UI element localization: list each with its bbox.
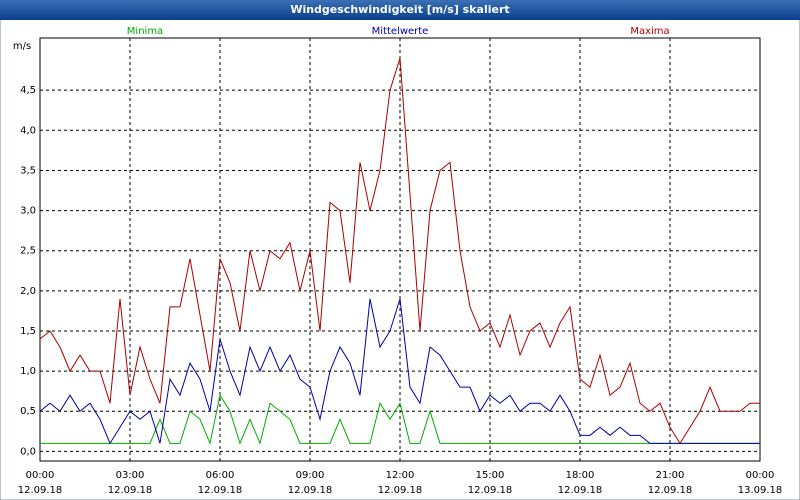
y-tick-label: 1,5	[20, 326, 36, 337]
legend-label: Maxima	[630, 26, 669, 37]
legend-label: Minima	[127, 26, 163, 37]
x-tick-label: 00:00	[746, 470, 775, 481]
x-tick-date: 12.09.18	[468, 485, 513, 496]
series-line	[39, 298, 760, 445]
y-tick-label: 2,5	[20, 246, 36, 257]
y-tick-label: 2,0	[20, 286, 36, 297]
x-tick-date: 12.09.18	[378, 485, 423, 496]
x-tick-date: 12.09.18	[198, 485, 243, 496]
x-tick-label: 09:00	[296, 470, 325, 481]
x-tick-label: 18:00	[566, 470, 595, 481]
y-tick-label: 3,0	[20, 206, 36, 217]
x-tick-date: 12.09.18	[288, 485, 333, 496]
y-tick-label: 4,5	[20, 85, 36, 96]
x-tick-date: 12.09.18	[108, 485, 153, 496]
y-tick-label: 0,0	[20, 446, 36, 457]
x-tick-date: 13.09.18	[738, 485, 783, 496]
x-tick-date: 12.09.18	[18, 485, 63, 496]
y-tick-label: 1,0	[20, 366, 36, 377]
y-tick-label: 4,0	[20, 125, 36, 136]
x-tick-label: 03:00	[116, 470, 145, 481]
y-tick-label: 3,5	[20, 165, 36, 176]
y-unit: m/s	[13, 41, 31, 52]
x-tick-label: 21:00	[656, 470, 685, 481]
x-tick-label: 12:00	[386, 470, 415, 481]
x-tick-date: 12.09.18	[558, 485, 603, 496]
series-line	[40, 393, 760, 446]
series-line	[39, 57, 760, 445]
x-tick-label: 06:00	[206, 470, 235, 481]
chart-title: Windgeschwindigkeit [m/s] skaliert	[290, 3, 509, 16]
x-tick-label: 00:00	[26, 470, 55, 481]
legend-label: Mittelwerte	[372, 26, 429, 37]
x-tick-label: 15:00	[476, 470, 505, 481]
title-bar	[0, 0, 800, 20]
x-tick-date: 12.09.18	[648, 485, 693, 496]
y-tick-label: 0,5	[20, 406, 36, 417]
